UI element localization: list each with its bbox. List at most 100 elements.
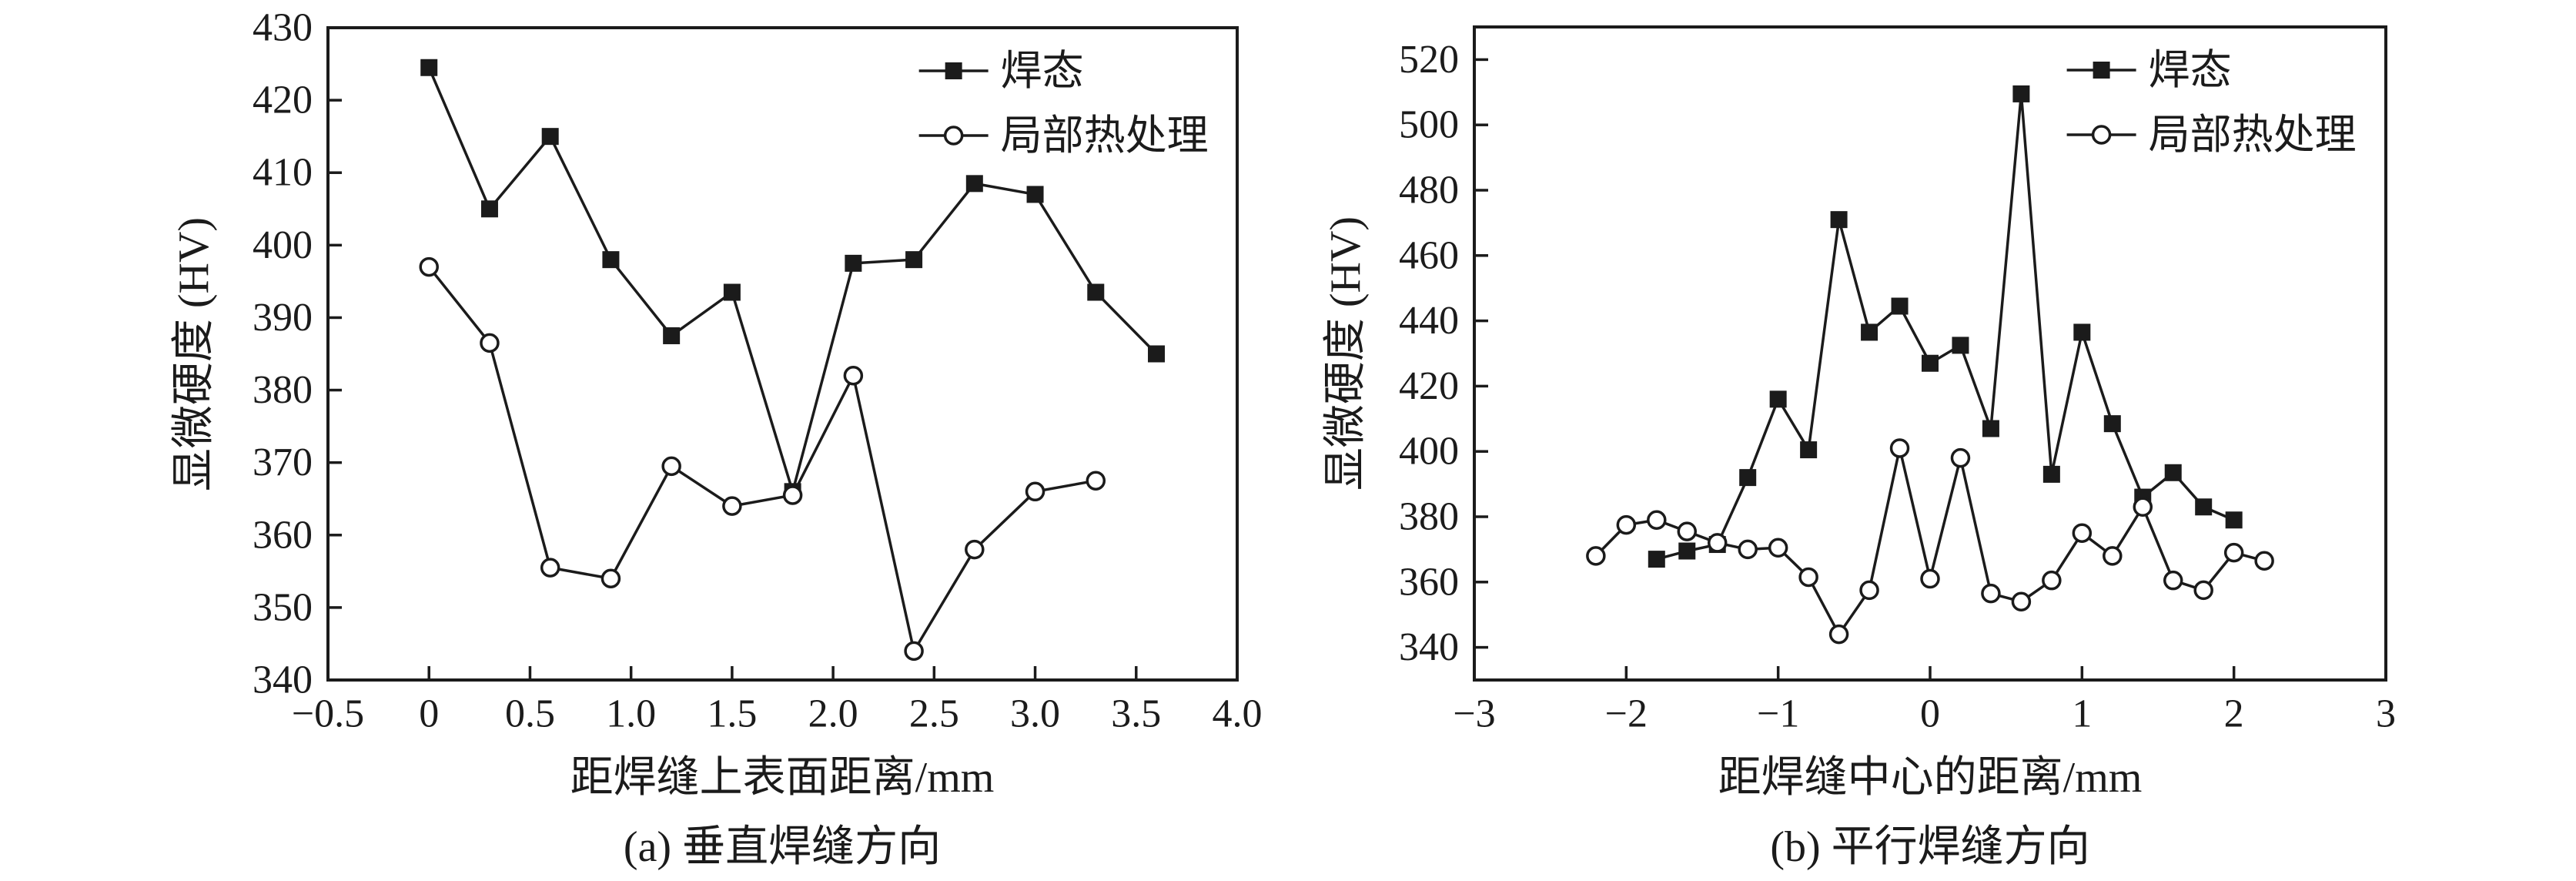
data-point-as-welded-b (2195, 498, 2213, 516)
data-point-as-welded-b (1769, 390, 1787, 408)
data-point-local-heat-treatment-b (1616, 514, 1637, 535)
data-point-local-heat-treatment-b (2254, 551, 2274, 571)
data-point-as-welded-b (1739, 469, 1757, 487)
legend-item-local-heat-treatment-b: 局部热处理 (2066, 112, 2357, 158)
x-tick-label-b: 1 (2072, 692, 2092, 736)
data-point-as-welded-a (602, 251, 620, 269)
data-point-local-heat-treatment-a (843, 365, 864, 386)
y-tick-label-b: 500 (1399, 103, 1459, 147)
data-point-local-heat-treatment-b (2133, 497, 2153, 518)
y-tick-label-a: 380 (253, 368, 313, 412)
x-tick-label-b: −3 (1453, 692, 1495, 736)
data-point-as-welded-b (1830, 211, 1848, 229)
data-point-as-welded-b (2103, 415, 2121, 433)
data-point-as-welded-a (905, 251, 923, 269)
x-tick-label-a: 2.0 (808, 692, 858, 736)
y-tick-label-b: 460 (1399, 233, 1459, 277)
data-point-as-welded-b (1861, 323, 1878, 341)
x-tick-label-a: 3.0 (1010, 692, 1060, 736)
x-tick-label-b: 0 (1920, 692, 1940, 736)
data-point-as-welded-a (541, 128, 559, 146)
data-point-local-heat-treatment-a (419, 256, 439, 277)
legend-item-as-welded-b: 焊态 (2066, 47, 2232, 93)
data-point-local-heat-treatment-a (904, 641, 924, 662)
data-point-local-heat-treatment-a (965, 539, 985, 560)
series-line-local-heat-treatment-a (427, 266, 1096, 653)
y-tick-label-a: 420 (253, 79, 313, 122)
data-point-local-heat-treatment-a (480, 333, 500, 353)
data-point-local-heat-treatment-b (2103, 546, 2123, 566)
data-point-local-heat-treatment-a (1025, 481, 1045, 502)
data-point-as-welded-b (1891, 297, 1909, 315)
legend-item-as-welded-a: 焊态 (918, 48, 1084, 94)
legend-marker-icon (2093, 62, 2110, 79)
data-point-local-heat-treatment-b (1707, 533, 1728, 553)
data-point-as-welded-b (2073, 323, 2091, 341)
x-tick-label-a: 1.5 (707, 692, 757, 736)
data-point-as-welded-a (965, 175, 983, 193)
y-tick-label-a: 370 (253, 440, 313, 484)
data-point-as-welded-b (1922, 354, 1939, 372)
data-point-local-heat-treatment-b (2163, 570, 2183, 591)
legend-label: 局部热处理 (2149, 112, 2357, 158)
data-point-local-heat-treatment-a (1086, 471, 1106, 491)
y-tick-label-a: 360 (253, 513, 313, 557)
data-point-local-heat-treatment-a (661, 456, 681, 477)
x-tick-label-b: −2 (1605, 692, 1648, 736)
data-point-as-welded-b (2042, 465, 2060, 483)
data-point-local-heat-treatment-b (1768, 538, 1788, 558)
y-tick-label-a: 340 (253, 658, 313, 702)
data-point-as-welded-a (723, 283, 741, 301)
series-line-as-welded-b (1656, 92, 2235, 561)
data-point-local-heat-treatment-a (540, 558, 560, 578)
data-point-as-welded-a (420, 59, 438, 76)
data-point-as-welded-b (1678, 542, 1696, 560)
plot-border-b (1473, 25, 2387, 682)
data-point-as-welded-b (2225, 511, 2243, 529)
legend-marker-icon (943, 126, 964, 146)
data-point-as-welded-b (2164, 464, 2182, 481)
legend-label: 局部热处理 (1001, 112, 1209, 159)
data-point-local-heat-treatment-b (2223, 542, 2244, 563)
data-point-as-welded-b (1952, 337, 1969, 354)
y-tick-label-b: 440 (1399, 299, 1459, 343)
data-point-local-heat-treatment-b (2011, 591, 2032, 611)
data-point-as-welded-a (845, 254, 862, 272)
caption-a: (a) 垂直焊缝方向 (623, 823, 942, 871)
y-tick-label-b: 480 (1399, 169, 1459, 213)
data-point-local-heat-treatment-b (1647, 510, 1667, 530)
data-point-as-welded-b (1800, 441, 1818, 459)
data-point-local-heat-treatment-b (1586, 546, 1606, 566)
data-point-local-heat-treatment-b (1889, 438, 1910, 458)
data-point-local-heat-treatment-b (2193, 580, 2213, 601)
data-point-local-heat-treatment-b (2042, 570, 2062, 591)
data-point-local-heat-treatment-b (1950, 447, 1971, 468)
data-point-as-welded-b (2012, 85, 2030, 102)
data-point-local-heat-treatment-a (722, 496, 742, 516)
data-point-as-welded-a (480, 200, 498, 218)
y-tick-label-a: 430 (253, 6, 313, 50)
y-tick-label-b: 380 (1399, 495, 1459, 539)
y-tick-label-b: 360 (1399, 560, 1459, 604)
y-tick-label-b: 400 (1399, 430, 1459, 474)
data-point-local-heat-treatment-b (1920, 568, 1940, 589)
x-tick-label-b: −1 (1757, 692, 1799, 736)
plot-border-a (326, 26, 1239, 682)
data-point-local-heat-treatment-b (1798, 567, 1818, 588)
y-tick-label-a: 400 (253, 223, 313, 267)
series-line-local-heat-treatment-b (1594, 447, 2265, 636)
x-tick-label-a: 0 (419, 692, 439, 736)
data-point-as-welded-a (1026, 186, 1044, 203)
y-tick-label-a: 410 (253, 151, 313, 195)
legend-label: 焊态 (1001, 48, 1084, 94)
data-point-local-heat-treatment-b (2072, 523, 2093, 543)
x-tick-label-a: −0.5 (292, 692, 364, 736)
data-point-as-welded-b (1982, 420, 1999, 437)
x-axis-title-a: 距焊缝上表面距离/mm (570, 754, 995, 802)
y-tick-label-a: 390 (253, 296, 313, 340)
y-tick-label-b: 420 (1399, 364, 1459, 408)
x-tick-label-a: 0.5 (505, 692, 555, 736)
data-point-local-heat-treatment-b (1859, 580, 1879, 601)
